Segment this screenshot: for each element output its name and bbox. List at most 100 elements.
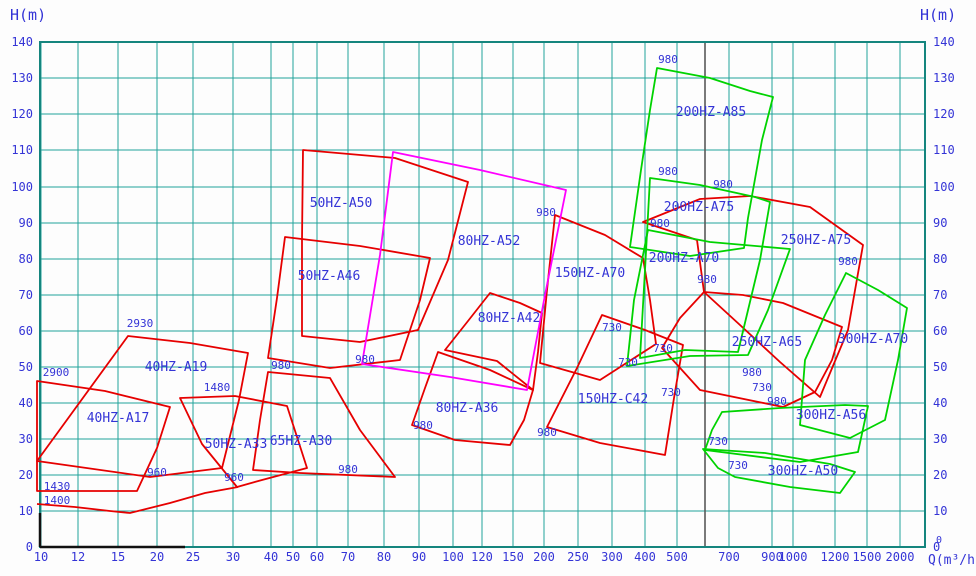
speed-label-1400-4: 1400 <box>44 494 71 507</box>
pump-label-300hz-a50: 300HZ-A50 <box>768 464 838 479</box>
pump-label-40hz-a19: 40HZ-A19 <box>145 360 208 375</box>
x-tick-90: 90 <box>412 550 426 564</box>
pump-label-150hz-a70: 150HZ-A70 <box>555 266 625 281</box>
pump-label-80hz-a42: 80HZ-A42 <box>478 311 541 326</box>
pump-label-65hz-a30: 65HZ-A30 <box>270 434 333 449</box>
y-tick-left-130: 130 <box>11 71 33 85</box>
y-tick-right-140: 140 <box>933 35 955 49</box>
x-tick-10: 10 <box>34 550 48 564</box>
y-axis-title-left: H(m) <box>10 6 46 24</box>
y-tick-right-10: 10 <box>933 504 947 518</box>
speed-label-980-7: 980 <box>271 359 291 372</box>
envelope-150hz-c42 <box>546 314 684 456</box>
speed-label-980-10: 980 <box>413 419 433 432</box>
speed-label-980-12: 980 <box>536 206 556 219</box>
y-tick-left-0: 0 <box>26 540 33 554</box>
envelope-200hz-a70 <box>626 229 791 367</box>
speed-label-730-26: 730 <box>708 435 728 448</box>
pump-label-200hz-a85: 200HZ-A85 <box>676 105 746 120</box>
pump-label-50hz-a50: 50HZ-A50 <box>310 196 373 211</box>
speed-label-960-6: 960 <box>224 471 244 484</box>
speed-label-980-16: 980 <box>650 217 670 230</box>
speed-label-730-23: 730 <box>618 356 638 369</box>
pump-envelopes <box>36 67 908 514</box>
speed-label-980-8: 980 <box>355 353 375 366</box>
y-tick-right-70: 70 <box>933 288 947 302</box>
envelope-40hz-a17 <box>36 380 171 492</box>
y-tick-left-40: 40 <box>19 396 33 410</box>
envelope-65hz-a30 <box>252 371 396 478</box>
y-tick-left-140: 140 <box>11 35 33 49</box>
speed-label-730-25: 730 <box>752 381 772 394</box>
envelope-80hz-a52 <box>361 151 567 391</box>
x-tick-2000: 2000 <box>886 550 915 564</box>
x-tick-700: 700 <box>718 550 740 564</box>
x-tick-40: 40 <box>264 550 278 564</box>
pump-label-80hz-a36: 80HZ-A36 <box>436 401 499 416</box>
y-tick-right-120: 120 <box>933 107 955 121</box>
x-tick-250: 250 <box>567 550 589 564</box>
y-tick-right-130: 130 <box>933 71 955 85</box>
envelope-300hz-a50 <box>702 448 856 494</box>
y-tick-left-120: 120 <box>11 107 33 121</box>
speed-label-980-14: 980 <box>658 165 678 178</box>
x-tick-80: 80 <box>377 550 391 564</box>
pump-label-150hz-c42: 150HZ-C42 <box>578 392 648 407</box>
x-tick-200: 200 <box>533 550 555 564</box>
pump-label-200hz-a75: 200HZ-A75 <box>664 200 734 215</box>
speed-label-960-5: 960 <box>147 466 167 479</box>
y-tick-left-70: 70 <box>19 288 33 302</box>
x-tick-300: 300 <box>601 550 623 564</box>
y-tick-left-20: 20 <box>19 468 33 482</box>
x-tick-500: 500 <box>666 550 688 564</box>
envelope-300hz-a70 <box>799 272 908 439</box>
pump-label-250hz-a65: 250HZ-A65 <box>732 335 802 350</box>
x-tick-400: 400 <box>634 550 656 564</box>
chart-labels: 40HZ-A17 40HZ-A19 50HZ-A33 65HZ-A30 80HZ-A36… <box>43 53 908 507</box>
pump-label-40hz-a17: 40HZ-A17 <box>87 411 150 426</box>
y-tick-left-10: 10 <box>19 504 33 518</box>
axis-labels: 10 12 15 20 25 30 40 50 60 70 80 90 100 120 150 200 250 3… <box>10 6 976 568</box>
pump-label-300hz-a70: 300HZ-A70 <box>838 332 908 347</box>
envelope-40hz-a19 <box>36 335 249 478</box>
y-tick-right-60: 60 <box>933 324 947 338</box>
speed-label-980-9: 980 <box>338 463 358 476</box>
plot-frame <box>39 41 926 548</box>
envelope-200hz-a85 <box>629 67 774 257</box>
pump-label-200hz-a70: 200HZ-A70 <box>649 251 719 266</box>
pump-label-50hz-a33: 50HZ-A33 <box>205 437 268 452</box>
right-axis-zero: 0 <box>936 535 942 546</box>
1400-rpm-curve <box>36 486 239 514</box>
envelope-80hz-a42 <box>444 292 543 391</box>
envelope-50hz-a50 <box>301 149 469 343</box>
pump-label-300hz-a56: 300HZ-A56 <box>796 408 866 423</box>
envelope-50hz-a46 <box>267 236 431 369</box>
pump-label-50hz-a46: 50HZ-A46 <box>298 269 361 284</box>
y-tick-left-110: 110 <box>11 143 33 157</box>
speed-label-980-13: 980 <box>658 53 678 66</box>
x-tick-1200: 1200 <box>821 550 850 564</box>
y-tick-right-50: 50 <box>933 360 947 374</box>
x-tick-12: 12 <box>71 550 85 564</box>
plot-border <box>38 41 926 549</box>
x-tick-100: 100 <box>442 550 464 564</box>
y-tick-right-90: 90 <box>933 216 947 230</box>
x-tick-900: 900 <box>761 550 783 564</box>
y-tick-left-50: 50 <box>19 360 33 374</box>
x-tick-25: 25 <box>186 550 200 564</box>
envelope-80hz-a36 <box>411 351 534 446</box>
y-tick-right-20: 20 <box>933 468 947 482</box>
y-tick-right-110: 110 <box>933 143 955 157</box>
x-tick-120: 120 <box>471 550 493 564</box>
speed-label-730-22: 730 <box>653 342 673 355</box>
speed-label-980-17: 980 <box>697 273 717 286</box>
speed-label-730-21: 730 <box>602 321 622 334</box>
y-tick-left-60: 60 <box>19 324 33 338</box>
speed-label-1480-2: 1480 <box>204 381 231 394</box>
speed-label-1430-3: 1430 <box>44 480 71 493</box>
speed-label-980-19: 980 <box>742 366 762 379</box>
speed-label-980-11: 980 <box>537 426 557 439</box>
y-tick-right-40: 40 <box>933 396 947 410</box>
